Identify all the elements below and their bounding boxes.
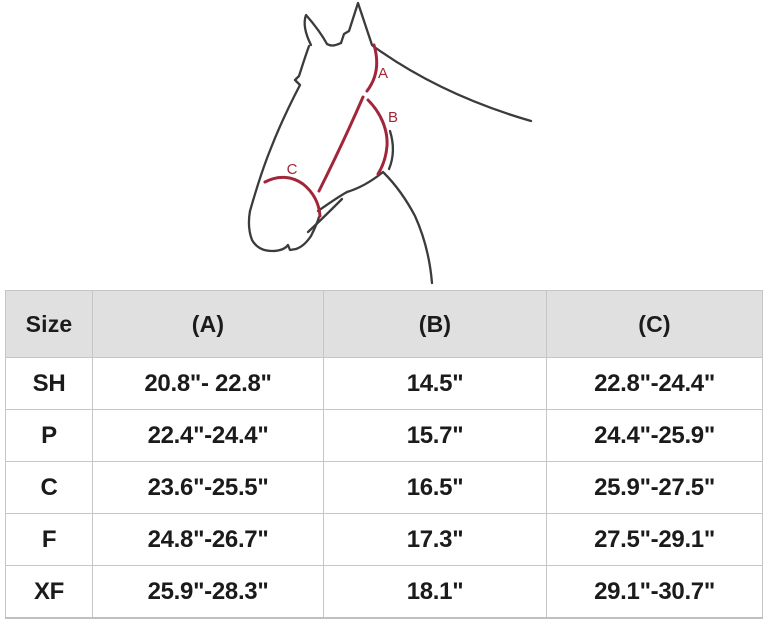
mane-line [371,44,533,123]
measurement-b: 14.5" [323,357,547,410]
measurement-a: 24.8"-26.7" [92,513,324,566]
measurement-a: 22.4"-24.4" [92,409,324,462]
strap-a-crownpiece [365,43,379,93]
cheek-curve [345,170,385,194]
jowl-arc [387,129,395,171]
measurement-a: 20.8"- 22.8" [92,357,324,410]
table-row-c: C 23.6"-25.5" 16.5" 25.9"-27.5" [5,461,763,514]
size-cell: XF [5,565,93,619]
horse-measurement-diagram: A B C [0,0,767,290]
column-header-a: (A) [92,290,324,358]
table-row-f: F 24.8"-26.7" 17.3" 27.5"-29.1" [5,513,763,566]
face-outline [247,44,321,253]
strap-b-throat-arc [366,98,389,176]
measurement-a: 25.9"-28.3" [92,565,324,619]
column-header-b: (B) [323,290,547,358]
measurement-b: 17.3" [323,513,547,566]
size-cell: C [5,461,93,514]
strap-cheekpiece [317,95,365,193]
measurement-c: 29.1"-30.7" [546,565,763,619]
measurement-b: 15.7" [323,409,547,462]
measurement-b: 18.1" [323,565,547,619]
measurement-b: 16.5" [323,461,547,514]
right-ear [339,1,374,47]
mouth-line [306,197,344,234]
size-cell: F [5,513,93,566]
label-a: A [378,65,388,82]
measurement-c: 24.4"-25.9" [546,409,763,462]
measurement-c: 22.8"-24.4" [546,357,763,410]
measurement-c: 25.9"-27.5" [546,461,763,514]
strap-labels: A B C [287,65,398,178]
label-b: B [388,109,398,126]
left-ear [303,13,329,47]
horse-head-illustration: A B C [247,1,533,285]
forehead-line [325,41,343,47]
table-row-p: P 22.4"-24.4" 15.7" 24.4"-25.9" [5,409,763,462]
size-cell: SH [5,357,93,410]
table-row-sh: SH 20.8"- 22.8" 14.5" 22.8"-24.4" [5,357,763,410]
label-c: C [287,161,298,178]
strap-c-noseband [263,175,322,218]
column-header-c: (C) [546,290,763,358]
header-row: Size (A) (B) (C) [5,290,763,358]
column-header-size: Size [5,290,93,358]
measurement-c: 27.5"-29.1" [546,513,763,566]
neck-line [382,171,434,285]
size-chart-table: Size (A) (B) (C) SH 20.8"- 22.8" 14.5" 2… [5,290,763,619]
measurement-a: 23.6"-25.5" [92,461,324,514]
halter-straps [263,43,389,218]
size-cell: P [5,409,93,462]
table-row-xf: XF 25.9"-28.3" 18.1" 29.1"-30.7" [5,565,763,619]
size-table-header: Size (A) (B) (C) [5,290,763,358]
horse-outline [247,1,533,285]
